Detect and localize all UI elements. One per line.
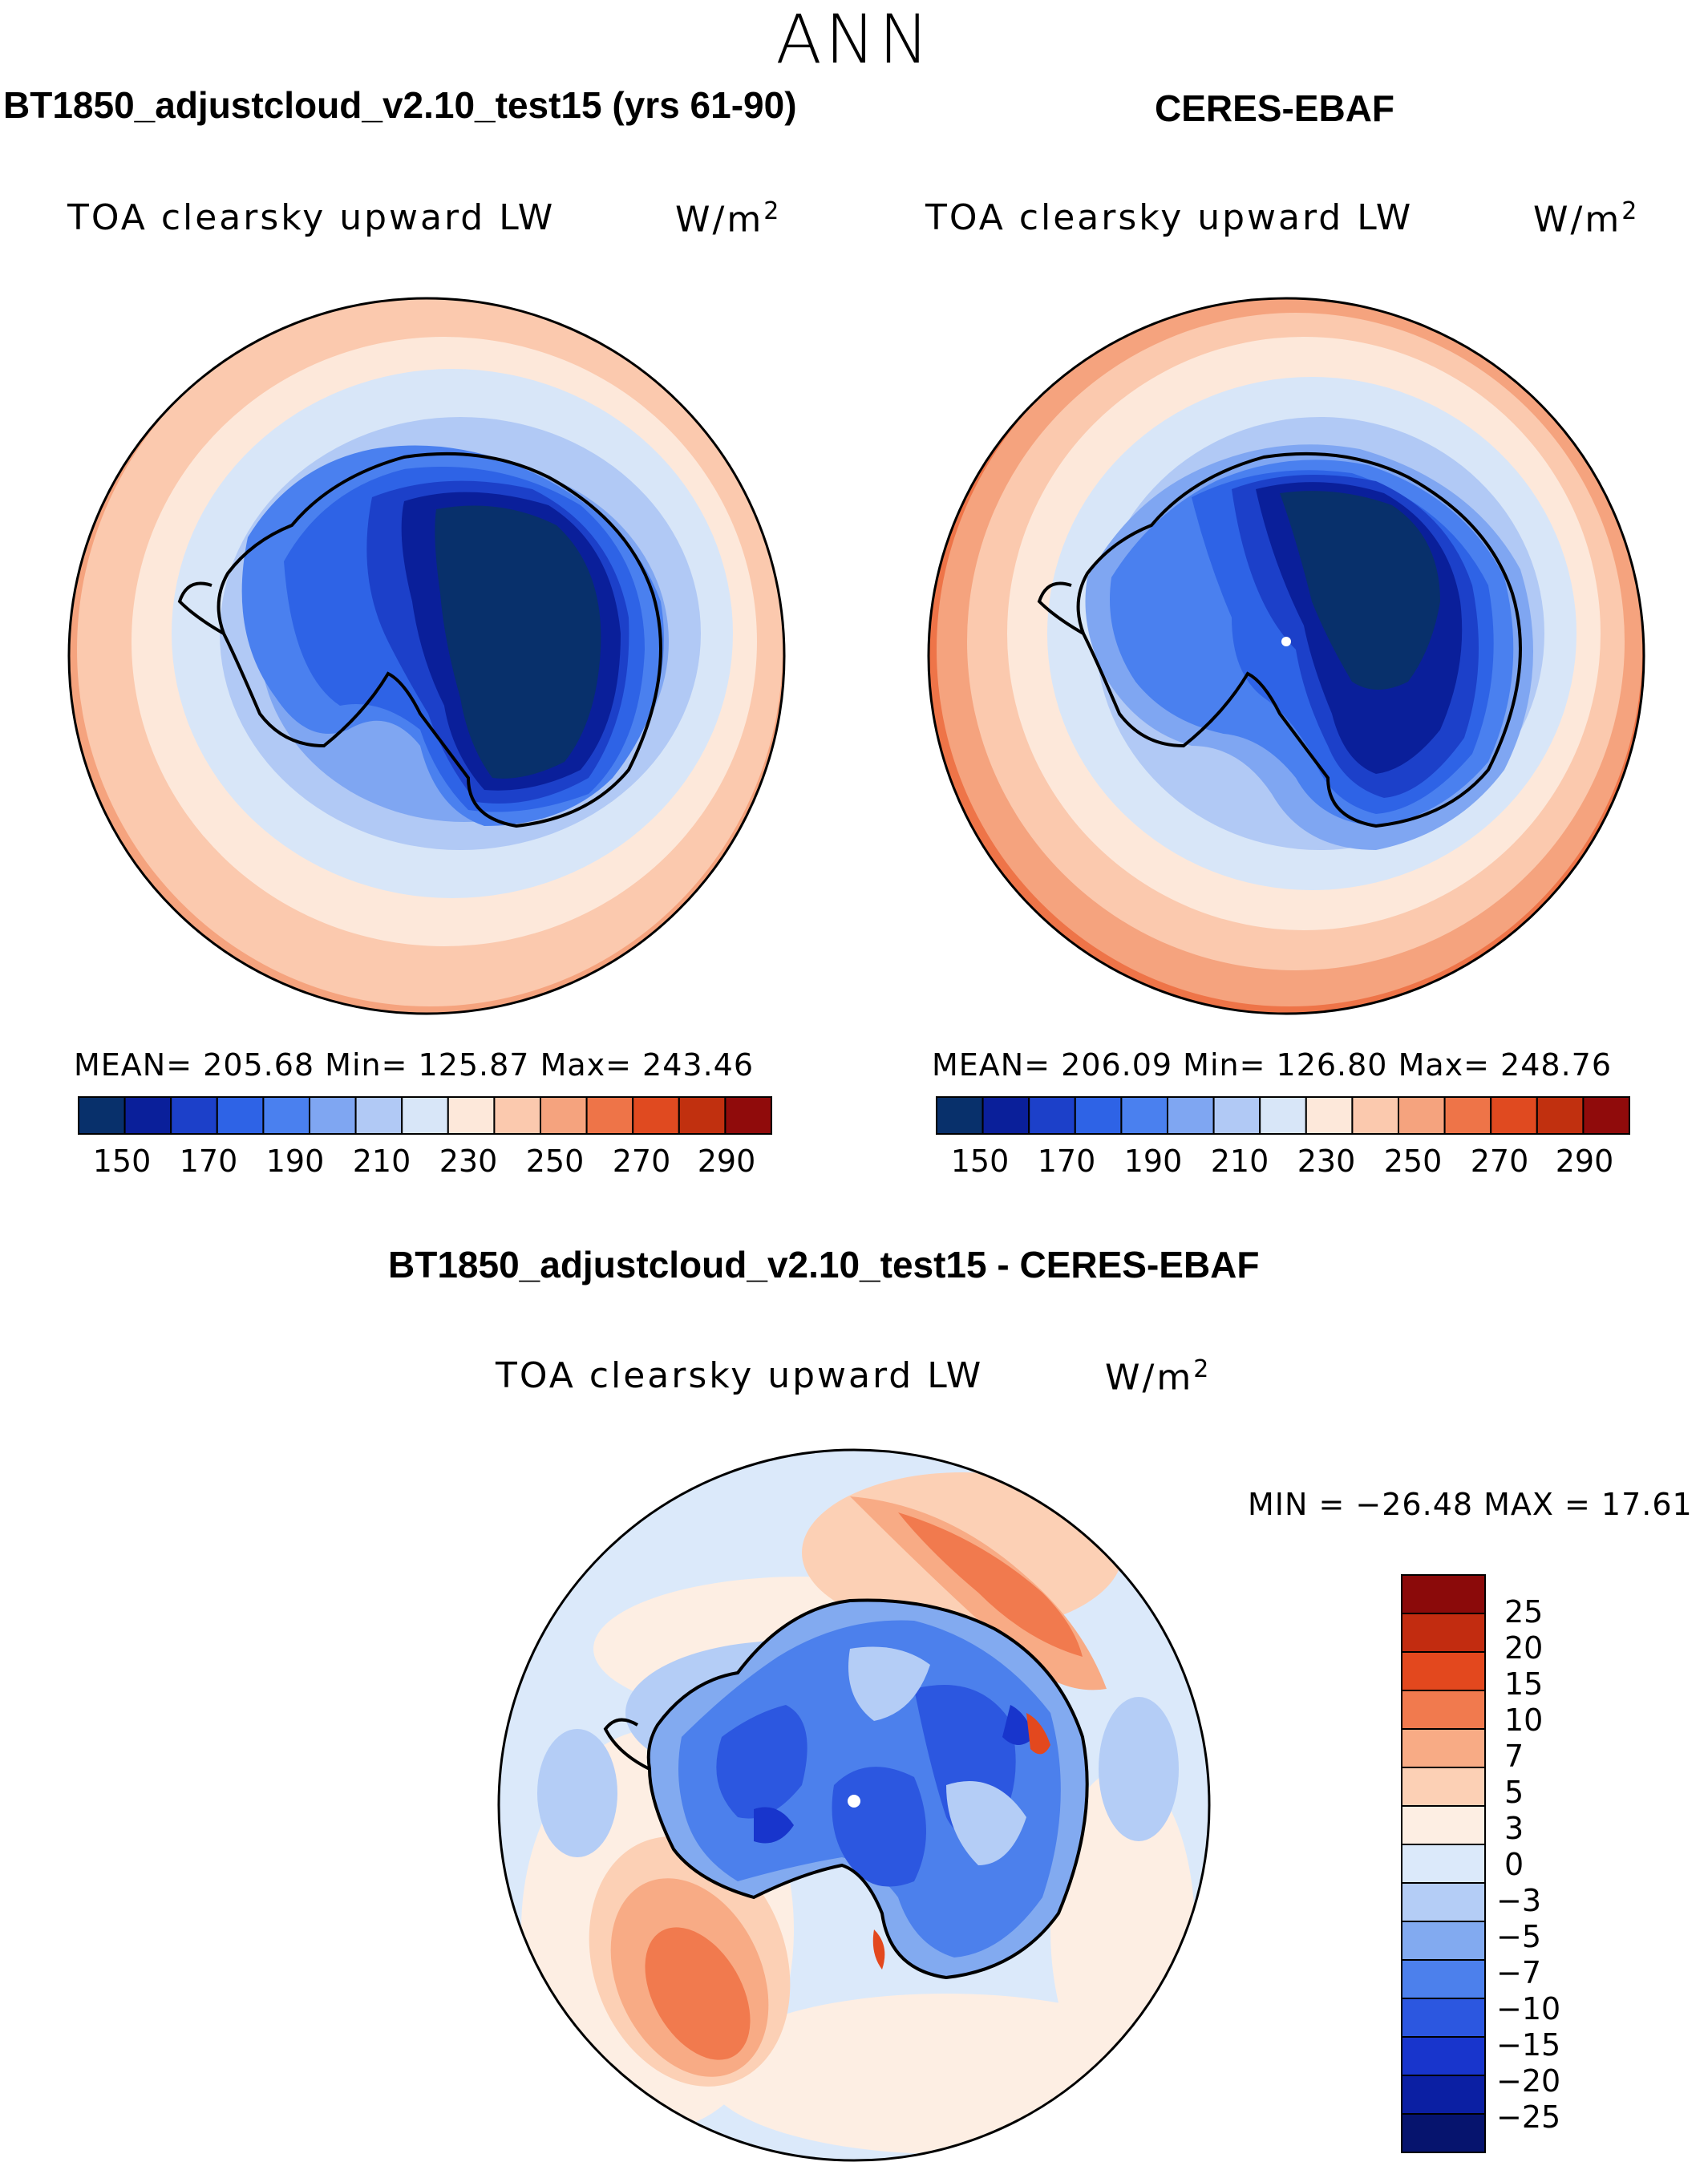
obs-tick: 150	[950, 1144, 1010, 1179]
colorbar-swatch	[1401, 1805, 1486, 1845]
colorbar-swatch	[262, 1096, 310, 1135]
colorbar-swatch	[724, 1096, 773, 1135]
colorbar-swatch	[1401, 2036, 1486, 2076]
colorbar-swatch	[1351, 1096, 1400, 1135]
model-tick: 210	[352, 1144, 411, 1179]
colorbar-swatch	[1401, 1767, 1486, 1807]
colorbar-swatch	[1401, 1728, 1486, 1768]
colorbar-swatch	[216, 1096, 265, 1135]
colorbar-swatch	[1443, 1096, 1492, 1135]
colorbar-swatch	[1401, 1690, 1486, 1730]
colorbar-swatch	[78, 1096, 126, 1135]
colorbar-swatch	[1401, 1921, 1486, 1961]
obs-tick: 170	[1037, 1144, 1096, 1179]
diff-tick: −25	[1496, 2099, 1561, 2135]
colorbar-swatch	[1401, 1613, 1486, 1653]
colorbar-swatch	[632, 1096, 680, 1135]
obs-colorbar	[936, 1096, 1631, 1135]
colorbar-swatch	[1028, 1096, 1076, 1135]
colorbar-swatch	[1401, 1882, 1486, 1922]
diff-tick: 5	[1504, 1775, 1524, 1810]
colorbar-swatch	[1490, 1096, 1538, 1135]
colorbar-swatch	[678, 1096, 727, 1135]
colorbar-swatch	[1401, 2113, 1486, 2153]
colorbar-swatch	[1401, 1844, 1486, 1884]
colorbar-swatch	[585, 1096, 634, 1135]
model-tick: 190	[265, 1144, 325, 1179]
colorbar-swatch	[1536, 1096, 1585, 1135]
colorbar-swatch	[936, 1096, 984, 1135]
diff-tick: 10	[1504, 1702, 1544, 1738]
colorbar-swatch	[1401, 1959, 1486, 1999]
diff-tick: −20	[1496, 2063, 1561, 2099]
obs-tick: 290	[1555, 1144, 1614, 1179]
colorbar-swatch	[123, 1096, 172, 1135]
diff-tick: −7	[1496, 1955, 1542, 1990]
model-tick: 170	[179, 1144, 238, 1179]
obs-panel-title: CERES-EBAF	[1155, 87, 1395, 129]
colorbar-swatch	[354, 1096, 403, 1135]
diff-tick: −15	[1496, 2027, 1561, 2063]
model-units: W/m2	[675, 197, 782, 241]
obs-stats: MEAN= 206.09 Min= 126.80 Max= 248.76	[932, 1047, 1613, 1083]
colorbar-swatch	[540, 1096, 588, 1135]
colorbar-swatch	[1212, 1096, 1261, 1135]
colorbar-swatch	[1401, 1998, 1486, 2038]
model-tick: 290	[697, 1144, 756, 1179]
diff-tick: 15	[1504, 1666, 1544, 1702]
model-stats: MEAN= 205.68 Min= 125.87 Max= 243.46	[74, 1047, 755, 1083]
diff-units: W/m2	[1105, 1355, 1212, 1399]
colorbar-swatch	[1401, 1574, 1486, 1614]
colorbar-swatch	[493, 1096, 542, 1135]
obs-tick: 210	[1210, 1144, 1269, 1179]
obs-field-label: TOA clearsky upward LW	[925, 197, 1414, 238]
colorbar-swatch	[1401, 2075, 1486, 2115]
colorbar-swatch	[1259, 1096, 1307, 1135]
model-tick: 270	[612, 1144, 671, 1179]
diff-tick: 25	[1504, 1594, 1544, 1630]
diff-field-label: TOA clearsky upward LW	[496, 1355, 984, 1396]
model-colorbar	[78, 1096, 773, 1135]
model-tick: 150	[92, 1144, 152, 1179]
model-tick: 250	[525, 1144, 585, 1179]
diff-tick: 0	[1504, 1847, 1524, 1882]
colorbar-swatch	[1167, 1096, 1215, 1135]
model-polar-map	[67, 297, 786, 1015]
colorbar-swatch	[447, 1096, 496, 1135]
season-title: ANN	[775, 0, 933, 79]
obs-tick: 270	[1470, 1144, 1529, 1179]
colorbar-swatch	[1305, 1096, 1354, 1135]
diff-panel-title: BT1850_adjustcloud_v2.10_test15 - CERES-…	[388, 1244, 1260, 1285]
model-tick: 230	[439, 1144, 498, 1179]
obs-polar-map	[927, 297, 1645, 1015]
obs-units: W/m2	[1533, 197, 1640, 241]
colorbar-swatch	[1582, 1096, 1631, 1135]
colorbar-swatch	[1401, 1651, 1486, 1691]
diff-stats: MIN = −26.48 MAX = 17.61	[1248, 1487, 1693, 1522]
diff-polar-map	[497, 1448, 1211, 2162]
model-panel-title: BT1850_adjustcloud_v2.10_test15 (yrs 61-…	[3, 84, 797, 126]
diff-tick: 20	[1504, 1630, 1544, 1666]
obs-tick: 250	[1383, 1144, 1443, 1179]
colorbar-swatch	[170, 1096, 218, 1135]
diff-tick: −3	[1496, 1883, 1542, 1918]
diff-tick: 3	[1504, 1811, 1524, 1846]
colorbar-swatch	[1398, 1096, 1446, 1135]
diff-colorbar	[1401, 1574, 1486, 2153]
obs-tick: 190	[1123, 1144, 1183, 1179]
colorbar-swatch	[1074, 1096, 1123, 1135]
colorbar-swatch	[309, 1096, 357, 1135]
colorbar-swatch	[1120, 1096, 1168, 1135]
diff-tick: 7	[1504, 1739, 1524, 1774]
colorbar-swatch	[981, 1096, 1030, 1135]
colorbar-swatch	[401, 1096, 449, 1135]
model-field-label: TOA clearsky upward LW	[67, 197, 556, 238]
obs-tick: 230	[1297, 1144, 1356, 1179]
diff-tick: −5	[1496, 1919, 1542, 1954]
diff-tick: −10	[1496, 1991, 1561, 2026]
